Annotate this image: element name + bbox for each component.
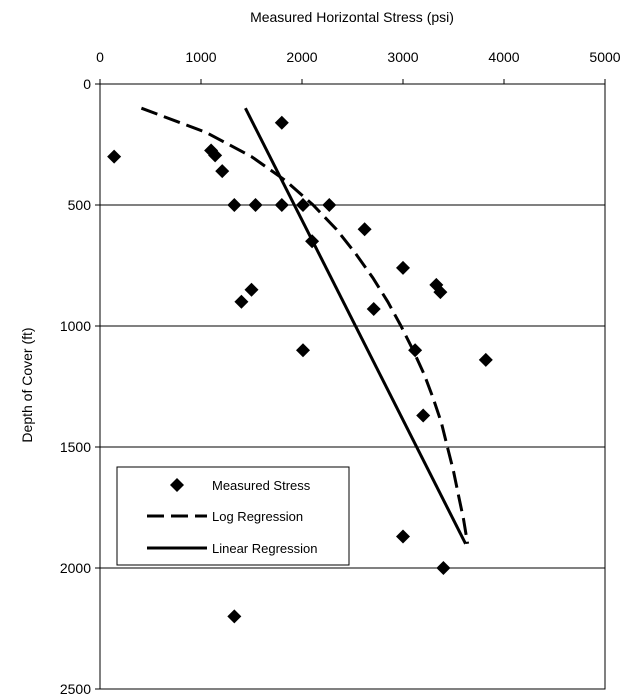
data-point-diamond xyxy=(107,149,122,164)
data-point-diamond xyxy=(296,343,311,358)
plot-area xyxy=(99,83,606,690)
regression-lines xyxy=(140,106,470,545)
y-tick-label: 1500 xyxy=(60,439,91,455)
data-point-diamond xyxy=(274,198,289,212)
x-tick-label: 3000 xyxy=(387,49,418,65)
x-tick-label: 5000 xyxy=(589,49,620,65)
data-point-diamond xyxy=(244,282,259,297)
x-axis-ticks: 0 1000 2000 3000 4000 5000 xyxy=(96,49,621,84)
data-point-diamond xyxy=(436,561,451,575)
data-point-diamond xyxy=(274,115,289,130)
legend-label-measured-stress: Measured Stress xyxy=(212,478,311,493)
x-tick-label: 1000 xyxy=(185,49,216,65)
legend-marker-measured-stress xyxy=(170,478,184,492)
y-tick-label: 2000 xyxy=(60,560,91,576)
data-point-diamond xyxy=(396,260,410,275)
y-tick-label: 2500 xyxy=(60,681,91,697)
x-axis-title: Measured Horizontal Stress (psi) xyxy=(250,9,454,25)
data-point-diamond xyxy=(322,198,337,212)
data-point-diamond xyxy=(227,198,242,212)
data-point-diamond xyxy=(215,164,230,179)
data-point-diamond xyxy=(234,294,249,309)
gridlines xyxy=(100,204,605,569)
legend-label-linear-regression: Linear Regression xyxy=(212,541,318,556)
measured-stress-points xyxy=(107,115,493,624)
log-regression-line xyxy=(140,106,470,545)
data-point-diamond xyxy=(478,352,493,367)
y-axis-ticks: 0 500 1000 1500 2000 2500 xyxy=(60,76,100,697)
data-point-diamond xyxy=(305,234,320,249)
data-point-diamond xyxy=(208,148,223,163)
linear-regression-line xyxy=(244,107,467,545)
x-tick-label: 2000 xyxy=(286,49,317,65)
data-point-diamond xyxy=(227,609,242,624)
y-tick-label: 0 xyxy=(83,76,91,92)
legend-label-log-regression: Log Regression xyxy=(212,509,303,524)
data-point-diamond xyxy=(408,343,423,358)
data-point-diamond xyxy=(433,285,448,300)
data-point-diamond xyxy=(416,408,431,423)
data-point-diamond xyxy=(396,529,410,544)
y-tick-label: 500 xyxy=(68,197,92,213)
data-point-diamond xyxy=(366,302,381,317)
y-axis-title: Depth of Cover (ft) xyxy=(19,327,35,442)
legend: Measured Stress Log Regression Linear Re… xyxy=(116,466,350,566)
x-tick-label: 4000 xyxy=(488,49,519,65)
data-point-diamond xyxy=(296,198,311,212)
x-tick-label: 0 xyxy=(96,49,104,65)
y-tick-label: 1000 xyxy=(60,318,91,334)
data-point-diamond xyxy=(248,198,263,212)
data-point-diamond xyxy=(357,222,372,237)
